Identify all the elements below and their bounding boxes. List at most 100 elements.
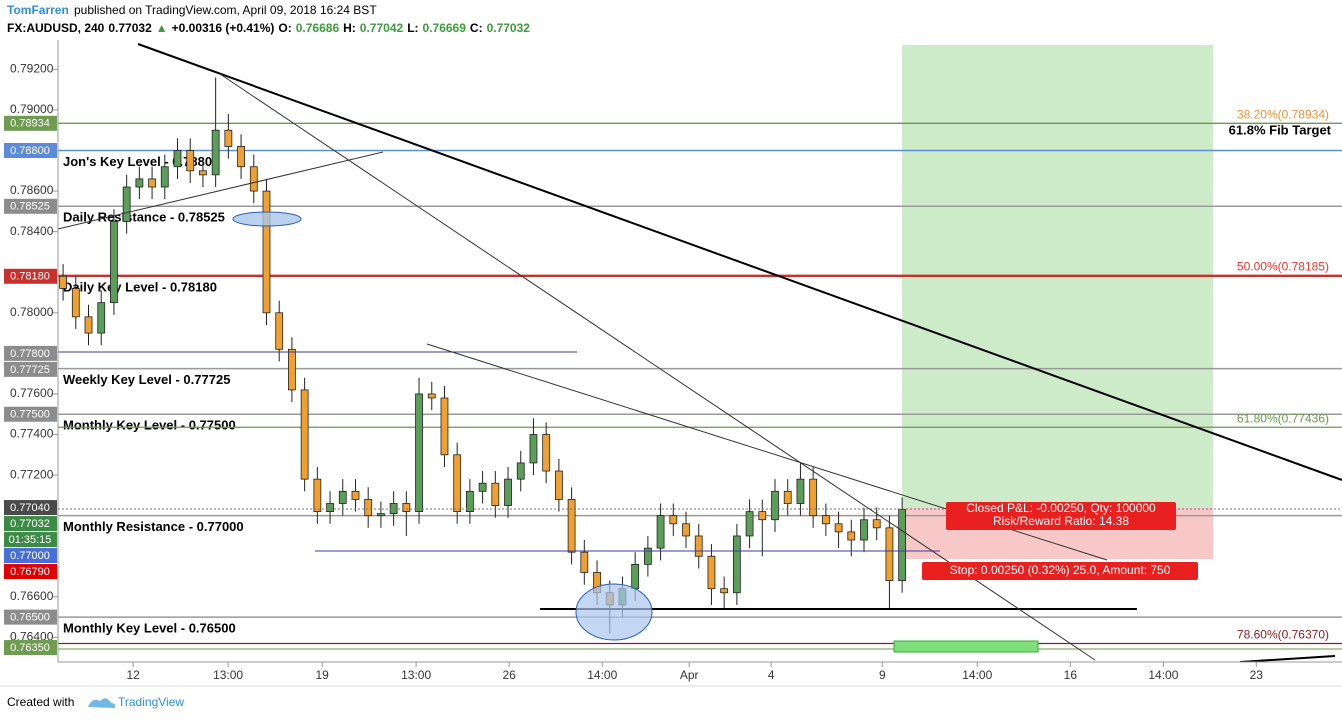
price-tag — [4, 500, 57, 516]
price-tag — [4, 142, 57, 158]
candle-body — [643, 547, 652, 565]
symbol-part: ▲ — [156, 21, 168, 35]
trend-line — [1239, 655, 1336, 663]
candle-body — [491, 482, 500, 506]
candles — [59, 77, 907, 634]
x-tick-label: 23 — [1250, 668, 1264, 682]
candle-body — [860, 519, 868, 541]
candle-body — [567, 499, 576, 553]
candle-body — [694, 535, 703, 557]
candle-body — [453, 454, 462, 513]
y-tick-label: 0.78000 — [10, 305, 54, 319]
candle-body — [262, 190, 271, 314]
drawings-back — [902, 45, 1213, 559]
level-label: Weekly Key Level - 0.77725 — [63, 372, 230, 387]
price-tag — [4, 198, 57, 214]
price-tag-label: 0.78180 — [10, 271, 50, 283]
candle-body — [59, 275, 67, 289]
y-tick-label: 0.79200 — [10, 62, 54, 76]
candle-body — [97, 302, 106, 334]
candle-body — [885, 527, 894, 581]
marker-box — [893, 640, 1039, 653]
symbol-part: 0.77042 — [360, 21, 404, 35]
level-label: Monthly Key Level - 0.76500 — [63, 621, 236, 636]
trend-line — [137, 43, 1342, 481]
price-tag-label: 0.76350 — [10, 642, 50, 654]
candle-body — [834, 523, 843, 533]
candle-body — [313, 478, 322, 513]
x-tick-label: 14:00 — [1148, 668, 1178, 682]
label-box — [922, 562, 1198, 580]
pnl-label: Closed P&L: -0.00250, Qty: 100000 — [966, 501, 1156, 515]
candle-body — [249, 166, 258, 192]
candle-body — [199, 170, 207, 176]
candle-body — [758, 511, 767, 521]
levels: Jon's Key Level - 0.78800 Daily Resistanc… — [58, 107, 1342, 645]
candle-body — [720, 588, 729, 594]
candle-body — [440, 397, 449, 456]
candle-body — [669, 515, 678, 525]
logo — [88, 698, 116, 708]
price-tag — [4, 548, 57, 564]
x-tick-label: 14:00 — [962, 668, 992, 682]
symbol-part: O: — [278, 21, 291, 35]
candle-body — [338, 490, 347, 504]
y-tick-label: 0.78600 — [10, 183, 54, 197]
candle-body — [351, 490, 360, 500]
price-tag-label: 0.77032 — [10, 518, 50, 530]
price-tag-label: 0.77000 — [10, 550, 50, 562]
price-tag — [4, 361, 57, 377]
candle-body — [364, 499, 373, 517]
symbol-part: 0.76669 — [423, 21, 467, 35]
position-labels: Closed P&L: -0.00250, Qty: 100000 Risk/R… — [922, 122, 1332, 580]
candle-body — [516, 462, 525, 480]
fib-label: 50.00%(0.78185) — [1237, 259, 1329, 273]
candle-body — [300, 389, 309, 480]
candle-body — [186, 150, 195, 172]
fib-label: 38.20%(0.78934) — [1237, 107, 1329, 121]
price-tag-label: 01:35:15 — [9, 534, 52, 546]
axes: 0.79200 0.79000 0.78600 0.78400 0.78000 0.776… — [4, 62, 1264, 682]
candle-body — [211, 129, 220, 176]
candle-body — [529, 434, 538, 464]
y-tick-label: 0.79000 — [10, 102, 54, 116]
candle-body — [71, 288, 80, 318]
candle-body — [173, 150, 182, 168]
candle-body — [504, 478, 512, 506]
price-tag — [4, 609, 57, 625]
published: published on TradingView.com, April 09, … — [74, 3, 377, 17]
x-tick-label: 19 — [315, 668, 329, 682]
y-tick-label: 0.77200 — [10, 467, 54, 481]
candle-body — [148, 178, 156, 188]
candle-body — [326, 503, 334, 513]
x-tick-label: 4 — [768, 668, 775, 682]
candle-body — [631, 563, 640, 590]
candle-body — [821, 515, 830, 525]
label-box — [946, 502, 1176, 530]
candle-body — [707, 555, 716, 590]
footer-brand[interactable]: TradingView — [118, 695, 184, 709]
x-tick-label: 26 — [503, 668, 517, 682]
highlight-ellipse — [232, 211, 302, 227]
candle-body — [872, 519, 881, 529]
candle-body — [160, 166, 169, 188]
price-tag-label: 0.78934 — [10, 118, 50, 130]
level-label: Monthly Resistance - 0.77000 — [63, 519, 244, 534]
level-label: Jon's Key Level - 0.78800 — [63, 154, 219, 169]
header: TomFarren published on TradingView.com, … — [7, 3, 530, 35]
candle-body — [402, 503, 411, 513]
candle-body — [682, 523, 690, 537]
symbol-part: L: — [407, 21, 418, 35]
level-label: Daily Key Level - 0.78180 — [63, 280, 217, 295]
fib-target: 61.8% Fib Target — [1229, 122, 1332, 137]
highlight-ellipse — [575, 583, 653, 641]
candle-body — [809, 478, 818, 517]
candle-body — [542, 434, 551, 472]
candle-body — [237, 146, 245, 168]
rr-label: Risk/Reward Ratio: 14.38 — [993, 514, 1129, 528]
trend-line — [57, 151, 384, 230]
x-tick-label: 14:00 — [587, 668, 617, 682]
x-tick-label: 13:00 — [401, 668, 431, 682]
candle-body — [224, 129, 233, 147]
candle-body — [377, 513, 385, 517]
